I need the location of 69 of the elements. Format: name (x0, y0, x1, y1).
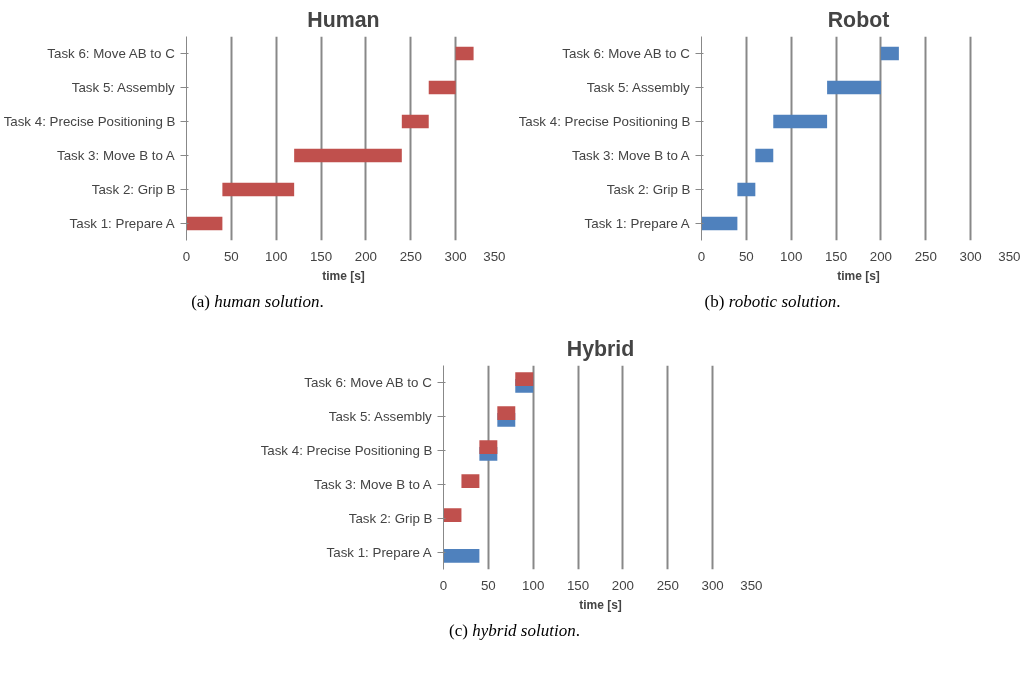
y-tick-label: Task 1: Prepare A (326, 545, 432, 560)
y-tick-label: Task 1: Prepare A (584, 216, 690, 231)
x-tick-label: 300 (701, 577, 724, 593)
x-tick-label: 250 (656, 577, 679, 593)
y-tick-label: Task 4: Precise Positioning B (260, 443, 433, 458)
x-tick-label: 50 (223, 248, 239, 264)
bar (880, 46, 899, 61)
y-tick-label: Task 4: Precise Positioning B (3, 114, 176, 129)
x-tick-label: 50 (480, 577, 496, 593)
bar (755, 148, 774, 163)
bar (401, 114, 429, 129)
text: (b) robotic solution. (703, 291, 842, 313)
x-tick-label: 100 (780, 248, 803, 264)
x-tick-label: 0 (439, 577, 448, 593)
y-tick-label: Task 3: Move B to A (56, 148, 175, 163)
bar (294, 148, 402, 163)
bar (443, 549, 480, 563)
x-tick-label: 150 (824, 248, 848, 264)
y-tick-label: Task 1: Prepare A (69, 216, 175, 231)
bar (186, 216, 223, 231)
y-tick-label: Task 6: Move AB to C (304, 375, 433, 390)
y-tick-label: Task 4: Precise Positioning B (518, 114, 691, 129)
y-tick-label: Task 2: Grip B (348, 511, 433, 526)
x-tick-label: 200 (354, 248, 378, 264)
x-tick-label: 150 (309, 248, 333, 264)
bar (443, 508, 462, 522)
chart-title: Human (307, 7, 380, 32)
bar (461, 474, 480, 488)
bar (737, 182, 756, 197)
y-tick-label: Task 5: Assembly (71, 80, 176, 95)
x-axis-title: time [s] (837, 268, 880, 283)
x-tick-label: 300 (444, 248, 467, 264)
bar (515, 372, 534, 386)
chart-title: Robot (827, 7, 890, 32)
x-tick-label: 250 (914, 248, 937, 264)
x-tick-label: 0 (182, 248, 191, 264)
bar (479, 440, 498, 454)
bar (455, 46, 474, 61)
x-axis-title: time [s] (579, 597, 622, 612)
y-tick-label: Task 6: Move AB to C (562, 46, 691, 61)
y-tick-label: Task 3: Move B to A (313, 477, 432, 492)
y-tick-label: Task 6: Move AB to C (47, 46, 176, 61)
bar (428, 80, 456, 95)
bar (773, 114, 828, 129)
bar (222, 182, 295, 197)
y-tick-label: Task 2: Grip B (91, 182, 176, 197)
chart-title: Hybrid (566, 336, 635, 361)
y-tick-label: Task 3: Move B to A (571, 148, 690, 163)
x-tick-label: 350 (998, 248, 1021, 264)
x-tick-label: 300 (959, 248, 982, 264)
bar (827, 80, 881, 95)
bar (701, 216, 738, 231)
text: (a) human solution. (190, 291, 325, 313)
y-tick-label: Task 2: Grip B (606, 182, 691, 197)
x-tick-label: 50 (738, 248, 754, 264)
x-axis-title: time [s] (322, 268, 365, 283)
x-tick-label: 250 (399, 248, 422, 264)
bar (497, 406, 516, 420)
text: (c) hybrid solution. (448, 620, 581, 642)
x-tick-label: 0 (697, 248, 706, 264)
x-tick-label: 200 (869, 248, 893, 264)
y-tick-label: Task 5: Assembly (328, 409, 433, 424)
y-tick-label: Task 5: Assembly (586, 80, 691, 95)
x-tick-label: 350 (483, 248, 506, 264)
x-tick-label: 200 (611, 577, 635, 593)
x-tick-label: 150 (566, 577, 590, 593)
x-tick-label: 350 (740, 577, 763, 593)
x-tick-label: 100 (265, 248, 288, 264)
x-tick-label: 100 (522, 577, 545, 593)
